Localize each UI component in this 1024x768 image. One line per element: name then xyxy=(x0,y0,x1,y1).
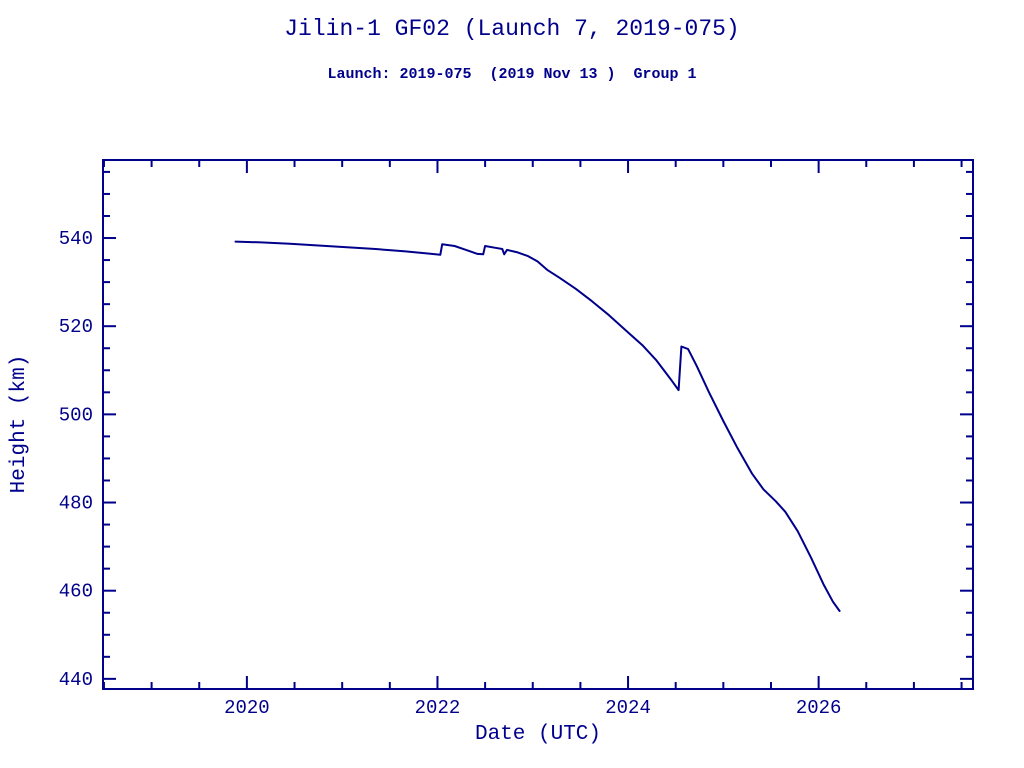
y-axis-label: Height (km) xyxy=(8,355,31,494)
y-tick-label-440: 440 xyxy=(59,669,93,691)
y-tick-label-460: 460 xyxy=(59,581,93,603)
chart-subtitle: Launch: 2019-075 (2019 Nov 13 ) Group 1 xyxy=(327,66,697,83)
chart-title: Jilin-1 GF02 (Launch 7, 2019-075) xyxy=(284,16,740,42)
height-decay-line xyxy=(234,240,841,612)
y-tick-label-540: 540 xyxy=(59,228,93,250)
x-tick-label-2022: 2022 xyxy=(415,697,461,719)
x-tick-label-2024: 2024 xyxy=(605,697,651,719)
axis-tick-labels: 2020 2022 2024 2026 440 460 480 500 520 540 xyxy=(59,228,842,719)
y-tick-label-500: 500 xyxy=(59,404,93,426)
plot-frame xyxy=(102,159,974,690)
x-tick-label-2020: 2020 xyxy=(224,697,270,719)
axis-ticks xyxy=(102,160,973,689)
x-tick-label-2026: 2026 xyxy=(796,697,842,719)
height-series-line xyxy=(234,240,841,612)
y-tick-label-480: 480 xyxy=(59,493,93,515)
x-axis-label: Date (UTC) xyxy=(475,723,601,746)
plot-border xyxy=(102,159,974,690)
y-tick-label-520: 520 xyxy=(59,316,93,338)
